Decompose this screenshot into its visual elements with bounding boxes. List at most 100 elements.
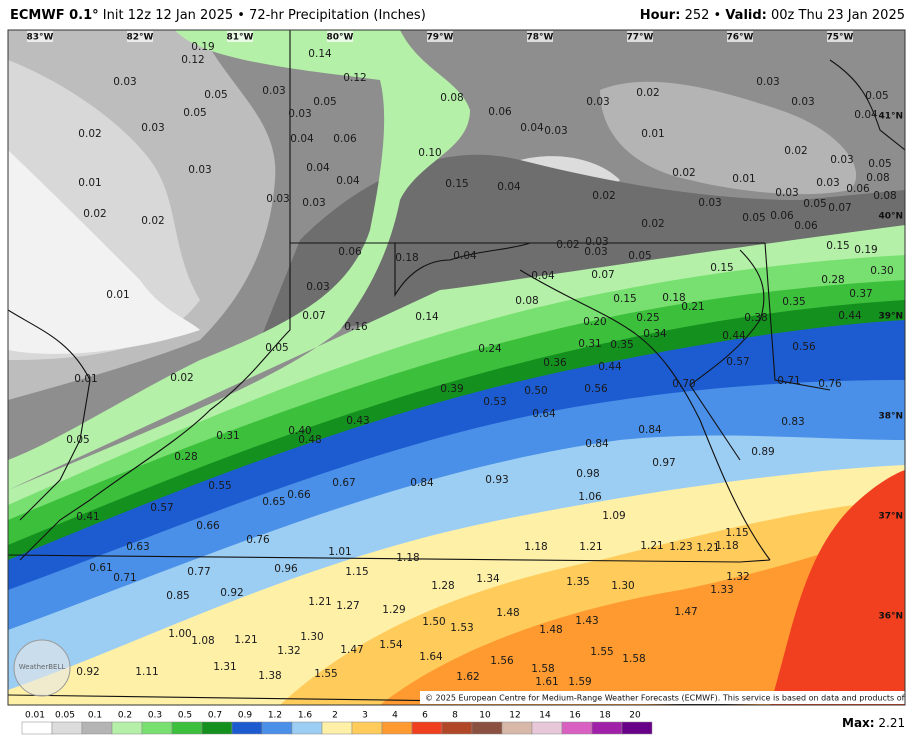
logo-badge — [13, 639, 71, 697]
point-label: 0.28 — [821, 274, 844, 286]
point-label: 0.92 — [76, 666, 99, 678]
point-label: 0.03 — [306, 281, 329, 293]
colorbar-tick-label: 1.6 — [298, 711, 313, 721]
point-label: 0.24 — [478, 343, 502, 355]
point-label: 0.77 — [187, 566, 210, 578]
point-label: 1.48 — [539, 624, 562, 636]
colorbar-swatch — [621, 721, 653, 735]
point-label: 0.01 — [78, 177, 101, 189]
model: ECMWF 0.1° — [10, 8, 99, 23]
point-labels: 0.190.12 0.140.120.030.05 0.030.050.030.08… — [66, 41, 896, 688]
point-label: 1.35 — [566, 576, 589, 588]
point-label: 0.01 — [732, 173, 755, 185]
valid: 00z Thu 23 Jan 2025 — [771, 8, 905, 23]
colorbar-swatch — [471, 721, 503, 735]
colorbar-tick-label: 2 — [332, 711, 338, 721]
point-label: 0.03 — [188, 164, 211, 176]
lat-label: 41°N — [878, 112, 903, 122]
point-label: 0.03 — [262, 85, 285, 97]
colorbar-tick-label: 4 — [392, 711, 398, 721]
point-label: 0.06 — [333, 133, 357, 145]
point-label: 0.15 — [710, 262, 733, 274]
point-label: 1.34 — [476, 573, 500, 585]
copyright-box — [420, 691, 905, 704]
border — [519, 269, 771, 561]
point-label: 1.33 — [710, 584, 733, 596]
point-label: 0.02 — [83, 208, 106, 220]
colorbar-tick-label: 6 — [422, 711, 428, 721]
point-label: 0.53 — [483, 396, 506, 408]
colorbar-swatch — [501, 721, 533, 735]
point-label: 0.02 — [592, 190, 615, 202]
point-label: 0.03 — [586, 96, 609, 108]
point-label: 1.08 — [191, 635, 214, 647]
point-label: 0.02 — [141, 215, 164, 227]
point-label: 0.89 — [751, 446, 774, 458]
colorbar-swatch — [321, 721, 353, 735]
point-label: 0.19 — [191, 41, 214, 53]
point-label: 0.18 — [395, 252, 418, 264]
point-label: 0.03 — [141, 122, 164, 134]
colorbar-tick-label: 10 — [479, 711, 491, 721]
point-label: 1.47 — [674, 606, 697, 618]
border — [689, 249, 765, 461]
band-3 — [380, 530, 905, 705]
max-line: Max: 2.21 — [842, 716, 905, 730]
point-label: 0.04 — [520, 122, 544, 134]
point-label: 0.08 — [873, 190, 896, 202]
point-label: 1.15 — [345, 566, 368, 578]
point-label: 0.03 — [756, 76, 779, 88]
point-label: 0.15 — [826, 240, 849, 252]
point-label: 0.05 — [803, 198, 826, 210]
point-label: 0.30 — [870, 265, 893, 277]
point-label: 0.55 — [208, 480, 231, 492]
point-label: 0.44 — [838, 310, 862, 322]
point-label: 0.67 — [332, 477, 355, 489]
point-label: 1.28 — [431, 580, 454, 592]
border — [394, 242, 531, 297]
point-label: 0.48 — [298, 434, 321, 446]
lon-label: 82°W — [127, 33, 154, 43]
point-label: 0.76 — [246, 534, 270, 546]
lon-label: 78°W — [527, 33, 554, 43]
colorbar-tick-label: 16 — [569, 711, 581, 721]
point-label: 0.03 — [698, 197, 721, 209]
point-label: 0.57 — [150, 502, 173, 514]
point-label: 1.50 — [422, 616, 445, 628]
colorbar-swatch — [261, 721, 293, 735]
border — [19, 243, 291, 561]
colorbar-swatch — [291, 721, 323, 735]
point-label: 0.08 — [515, 295, 538, 307]
point-label: 0.76 — [818, 378, 842, 390]
point-label: 0.93 — [485, 474, 508, 486]
point-label: 0.71 — [113, 572, 136, 584]
point-label: 0.04 — [453, 250, 477, 262]
label-bg — [127, 31, 153, 42]
shade-white — [8, 150, 200, 354]
point-label: 1.00 — [168, 628, 191, 640]
point-label: 0.85 — [166, 590, 189, 602]
point-label: 0.18 — [662, 292, 685, 304]
point-label: 0.02 — [672, 167, 695, 179]
point-label: 0.84 — [638, 424, 662, 436]
lon-label: 79°W — [427, 33, 454, 43]
point-label: 0.14 — [308, 48, 332, 60]
colorbar-swatch — [531, 721, 563, 735]
point-label: 0.05 — [183, 107, 206, 119]
point-label: 1.27 — [336, 600, 359, 612]
point-label: 1.18 — [715, 540, 738, 552]
colorbar-swatch — [231, 721, 263, 735]
point-label: 0.38 — [744, 312, 767, 324]
point-label: 0.05 — [313, 96, 336, 108]
lat-label: 37°N — [878, 512, 903, 522]
point-label: 0.05 — [628, 250, 651, 262]
point-label: 1.21 — [308, 596, 331, 608]
point-label: 0.06 — [846, 183, 870, 195]
colorbar-tick-label: 0.05 — [55, 711, 75, 721]
point-label: 0.83 — [781, 416, 804, 428]
point-label: 1.56 — [490, 655, 514, 667]
point-label: 1.21 — [696, 542, 719, 554]
max-value: 2.21 — [878, 716, 905, 730]
point-label: 0.04 — [497, 181, 521, 193]
